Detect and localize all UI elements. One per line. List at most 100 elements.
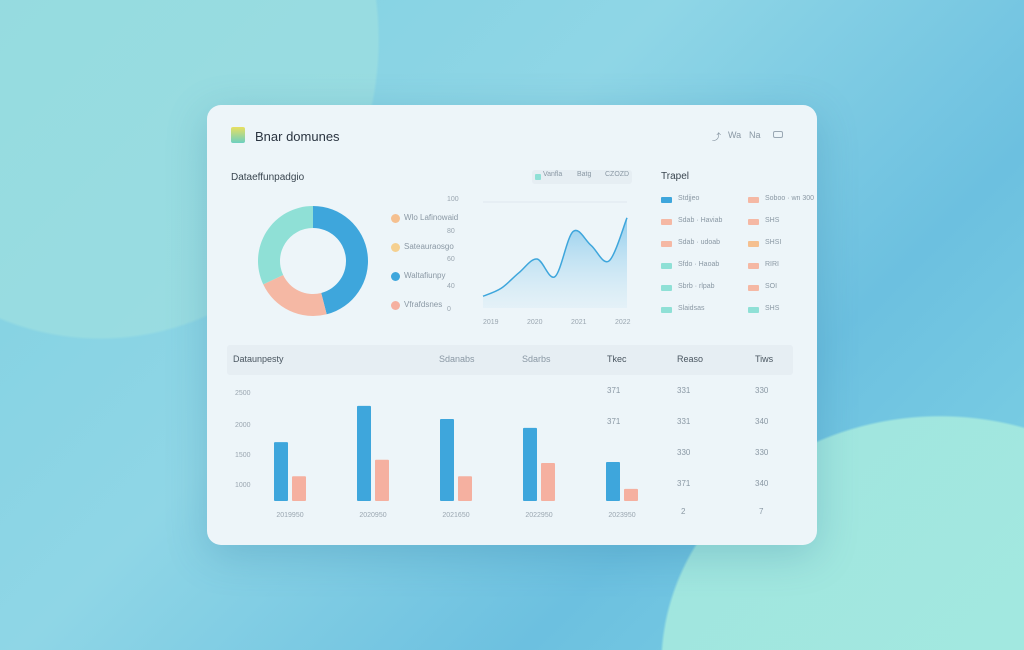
type-value: Soboo · wn 300	[765, 195, 815, 202]
swatch	[748, 219, 759, 225]
table-header	[227, 345, 793, 375]
type-label: Sfdo · Haoab	[678, 261, 720, 268]
y-tick: 2500	[235, 390, 251, 397]
table-cell: 331	[677, 386, 691, 395]
legend-item: Vanfla	[543, 171, 563, 178]
donut-title: Dataeffunpadgio	[231, 172, 305, 183]
dashboard-card: Bnar domunes ⤴ Wa Na Dataeffunpadgio Van…	[207, 105, 817, 545]
legend-label: Vfrafdsnes	[404, 300, 443, 309]
swatch	[748, 307, 759, 313]
bar[interactable]	[523, 427, 537, 501]
column-header[interactable]: Sdanabs	[439, 354, 475, 364]
x-tick: 2022950	[525, 512, 552, 519]
legend-item: Batg	[577, 171, 592, 178]
bar[interactable]	[624, 488, 638, 501]
table-cell: 330	[755, 386, 769, 395]
area-fill	[483, 217, 627, 308]
table-cell: 330	[677, 448, 691, 457]
table-cell: 331	[677, 417, 691, 426]
legend-swatch	[535, 174, 541, 180]
header-action[interactable]: Na	[749, 130, 761, 140]
swatch	[661, 219, 672, 225]
legend-dot	[391, 301, 400, 310]
bar[interactable]	[274, 442, 288, 501]
legend-dot	[391, 214, 400, 223]
donut-slice[interactable]	[258, 206, 313, 285]
type-value: SOI	[765, 283, 778, 290]
monitor-icon[interactable]	[773, 131, 783, 138]
y-tick: 0	[447, 306, 451, 313]
x-tick: 2019950	[276, 512, 303, 519]
x-tick: 2021	[571, 319, 587, 326]
donut-slice[interactable]	[313, 206, 368, 315]
table-cell: 371	[677, 479, 691, 488]
bar[interactable]	[606, 461, 620, 501]
x-tick: 2020950	[359, 512, 386, 519]
bar[interactable]	[458, 476, 472, 501]
bar[interactable]	[440, 419, 454, 501]
y-tick: 40	[447, 283, 455, 290]
bar-chart: 2500 2000 1500 1000 2019950 2020950 2021650 202…	[235, 390, 638, 519]
x-tick: 2019	[483, 319, 499, 326]
x-tick: 2020	[527, 319, 543, 326]
y-tick: 60	[447, 256, 455, 263]
swatch	[661, 263, 672, 269]
swatch	[748, 263, 759, 269]
header-action[interactable]: Wa	[728, 130, 742, 140]
type-label: Sbrb · rlpab	[678, 283, 715, 290]
x-tick: 2023950	[608, 512, 635, 519]
bars-title: Dataunpesty	[233, 354, 284, 364]
table-cell: 330	[755, 448, 769, 457]
type-label: Sdab · Haviab	[678, 217, 723, 224]
swatch	[661, 241, 672, 247]
y-tick: 100	[447, 196, 459, 203]
legend-label: Wlo Lafinowaid	[404, 213, 459, 222]
logo-icon	[231, 127, 245, 143]
type-value: SHSI	[765, 239, 782, 246]
legend-dot	[391, 272, 400, 281]
donut-slice[interactable]	[263, 275, 327, 316]
bar[interactable]	[292, 476, 306, 501]
swatch	[661, 285, 672, 291]
legend-dot	[391, 243, 400, 252]
series-line	[482, 217, 628, 297]
swatch	[748, 241, 759, 247]
legend-item: CZOZD	[605, 171, 630, 178]
bar[interactable]	[541, 463, 555, 501]
column-header[interactable]: Tiws	[755, 354, 774, 364]
legend-label: Sateauraosgo	[404, 242, 454, 251]
type-label: Stdjjeo	[678, 195, 700, 202]
swatch	[748, 285, 759, 291]
share-button[interactable]: ⤴	[712, 132, 722, 142]
y-tick: 1500	[235, 452, 251, 459]
type-label: Slaidsas	[678, 305, 705, 312]
bar[interactable]	[357, 405, 371, 501]
legend-label: Waltafiunpy	[404, 271, 446, 280]
type-value: SHS	[765, 305, 780, 312]
table-footer-cell: 2	[681, 507, 686, 516]
type-value: SHS	[765, 217, 780, 224]
table-cell: 340	[755, 417, 769, 426]
x-tick: 2021650	[442, 512, 469, 519]
type-value: RIRI	[765, 261, 779, 268]
column-header[interactable]: Tkec	[607, 354, 627, 364]
swatch	[748, 197, 759, 203]
y-tick: 80	[447, 228, 455, 235]
swatch	[661, 197, 672, 203]
table-footer-cell: 7	[759, 507, 764, 516]
swatch	[661, 307, 672, 313]
table-cell: 340	[755, 479, 769, 488]
table-cell: 371	[607, 386, 621, 395]
bar[interactable]	[375, 459, 389, 501]
line-chart: 100 80 60 40 0 2019 2020 2021 2022	[447, 196, 631, 326]
y-tick: 1000	[235, 482, 251, 489]
line-legend	[532, 170, 632, 184]
types-title: Trapel	[661, 171, 689, 182]
column-header[interactable]: Reaso	[677, 354, 704, 364]
type-label: Sdab · udoab	[678, 239, 721, 246]
column-header[interactable]: Sdarbs	[522, 354, 551, 364]
table-cell: 371	[607, 417, 621, 426]
y-tick: 2000	[235, 422, 251, 429]
app-title: Bnar domunes	[255, 129, 340, 144]
donut-chart	[258, 206, 368, 316]
